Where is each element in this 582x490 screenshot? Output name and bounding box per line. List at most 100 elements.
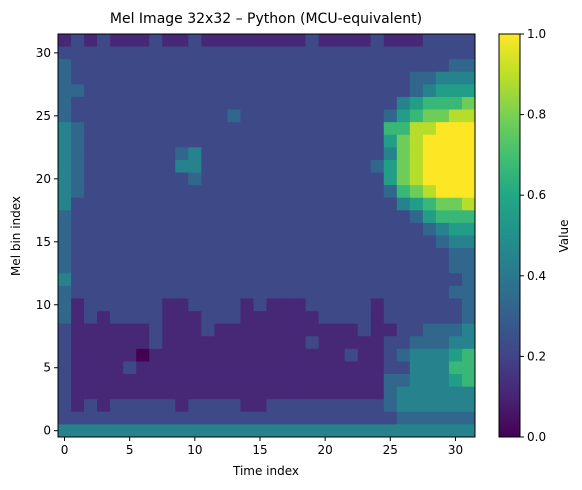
heatmap-cell xyxy=(435,147,450,161)
heatmap-cell xyxy=(110,411,124,425)
heatmap-cell xyxy=(292,248,306,262)
heatmap-cell xyxy=(318,122,333,136)
heatmap-cell xyxy=(305,336,320,350)
heatmap-cell xyxy=(318,71,333,85)
heatmap-cell xyxy=(409,134,424,148)
heatmap-cell xyxy=(292,197,306,211)
heatmap-cell xyxy=(370,34,385,47)
heatmap-cell xyxy=(162,348,176,362)
heatmap-cell xyxy=(58,386,72,400)
heatmap-cell xyxy=(58,197,72,211)
heatmap-cell xyxy=(110,386,124,400)
heatmap-cell xyxy=(162,323,176,337)
heatmap-cell xyxy=(344,323,359,337)
heatmap-cell xyxy=(58,260,72,274)
heatmap-cell xyxy=(383,285,398,299)
heatmap-cell xyxy=(253,273,267,287)
heatmap-cell xyxy=(110,197,124,211)
heatmap-cell xyxy=(71,348,85,362)
heatmap-cell xyxy=(149,248,163,262)
heatmap-cell xyxy=(240,235,254,249)
heatmap-cell xyxy=(292,298,306,312)
heatmap-cell xyxy=(357,197,372,211)
heatmap-cell xyxy=(383,71,398,85)
heatmap-cell xyxy=(162,273,176,287)
heatmap-cell xyxy=(136,235,150,249)
heatmap-cell xyxy=(266,323,280,337)
heatmap-cell xyxy=(422,172,437,186)
heatmap-cell xyxy=(110,348,124,362)
heatmap-cell xyxy=(149,84,163,98)
heatmap-cell xyxy=(162,386,176,400)
heatmap-cell xyxy=(97,361,111,375)
heatmap-cell xyxy=(292,348,306,362)
heatmap-cell xyxy=(357,235,372,249)
heatmap-cell xyxy=(149,361,163,375)
heatmap-cell xyxy=(409,147,424,161)
heatmap-cell xyxy=(58,59,72,73)
heatmap-cell xyxy=(84,185,98,199)
heatmap-cell xyxy=(344,260,359,274)
heatmap-cell xyxy=(97,46,111,60)
heatmap-cell xyxy=(214,185,228,199)
heatmap-cell xyxy=(240,122,254,136)
heatmap-cell xyxy=(448,71,463,85)
heatmap-cell xyxy=(97,424,111,438)
heatmap-cell xyxy=(175,34,189,47)
heatmap-cell xyxy=(461,197,476,211)
heatmap-cell xyxy=(383,172,398,186)
heatmap-cell xyxy=(370,134,385,148)
heatmap-cell xyxy=(71,311,85,325)
heatmap-cell xyxy=(435,424,450,438)
heatmap-cell xyxy=(188,411,202,425)
heatmap-cell xyxy=(318,134,333,148)
heatmap-cell xyxy=(240,71,254,85)
heatmap-cell xyxy=(396,185,411,199)
heatmap-cell xyxy=(240,273,254,287)
heatmap-cell xyxy=(461,424,476,438)
heatmap-cell xyxy=(448,134,463,148)
heatmap-cell xyxy=(97,298,111,312)
heatmap-cell xyxy=(214,336,228,350)
heatmap-cell xyxy=(435,96,450,110)
heatmap-cell xyxy=(292,109,306,123)
heatmap-cell xyxy=(58,298,72,312)
heatmap-cell xyxy=(357,59,372,73)
heatmap-cell xyxy=(71,34,85,47)
heatmap-cell xyxy=(136,348,150,362)
heatmap-cell xyxy=(279,311,293,325)
heatmap-cell xyxy=(71,185,85,199)
heatmap-cell xyxy=(97,71,111,85)
heatmap-cell xyxy=(214,248,228,262)
heatmap-cell xyxy=(240,84,254,98)
heatmap-cell xyxy=(266,34,280,47)
heatmap-cell xyxy=(461,285,476,299)
heatmap-cell xyxy=(201,386,215,400)
x-tick-label: 5 xyxy=(126,443,134,457)
heatmap-cell xyxy=(162,172,176,186)
heatmap-cell xyxy=(292,71,306,85)
heatmap-cell xyxy=(383,210,398,224)
heatmap-cell xyxy=(227,172,241,186)
heatmap-cell xyxy=(214,323,228,337)
heatmap-cell xyxy=(227,248,241,262)
heatmap-cell xyxy=(435,285,450,299)
heatmap-cell xyxy=(162,197,176,211)
heatmap-cell xyxy=(240,424,254,438)
heatmap-cell xyxy=(123,273,137,287)
heatmap-cell xyxy=(383,348,398,362)
heatmap-cell xyxy=(422,46,437,60)
heatmap-cell xyxy=(331,386,346,400)
heatmap-cell xyxy=(188,399,202,413)
heatmap-cell xyxy=(266,411,280,425)
heatmap-cell xyxy=(253,248,267,262)
heatmap-cell xyxy=(175,134,189,148)
heatmap-cell xyxy=(318,34,333,47)
heatmap-cell xyxy=(110,109,124,123)
heatmap-cell xyxy=(175,298,189,312)
heatmap-cell xyxy=(175,361,189,375)
heatmap-cell xyxy=(175,197,189,211)
heatmap-cell xyxy=(71,361,85,375)
heatmap-cell xyxy=(175,374,189,388)
heatmap-cell xyxy=(383,197,398,211)
